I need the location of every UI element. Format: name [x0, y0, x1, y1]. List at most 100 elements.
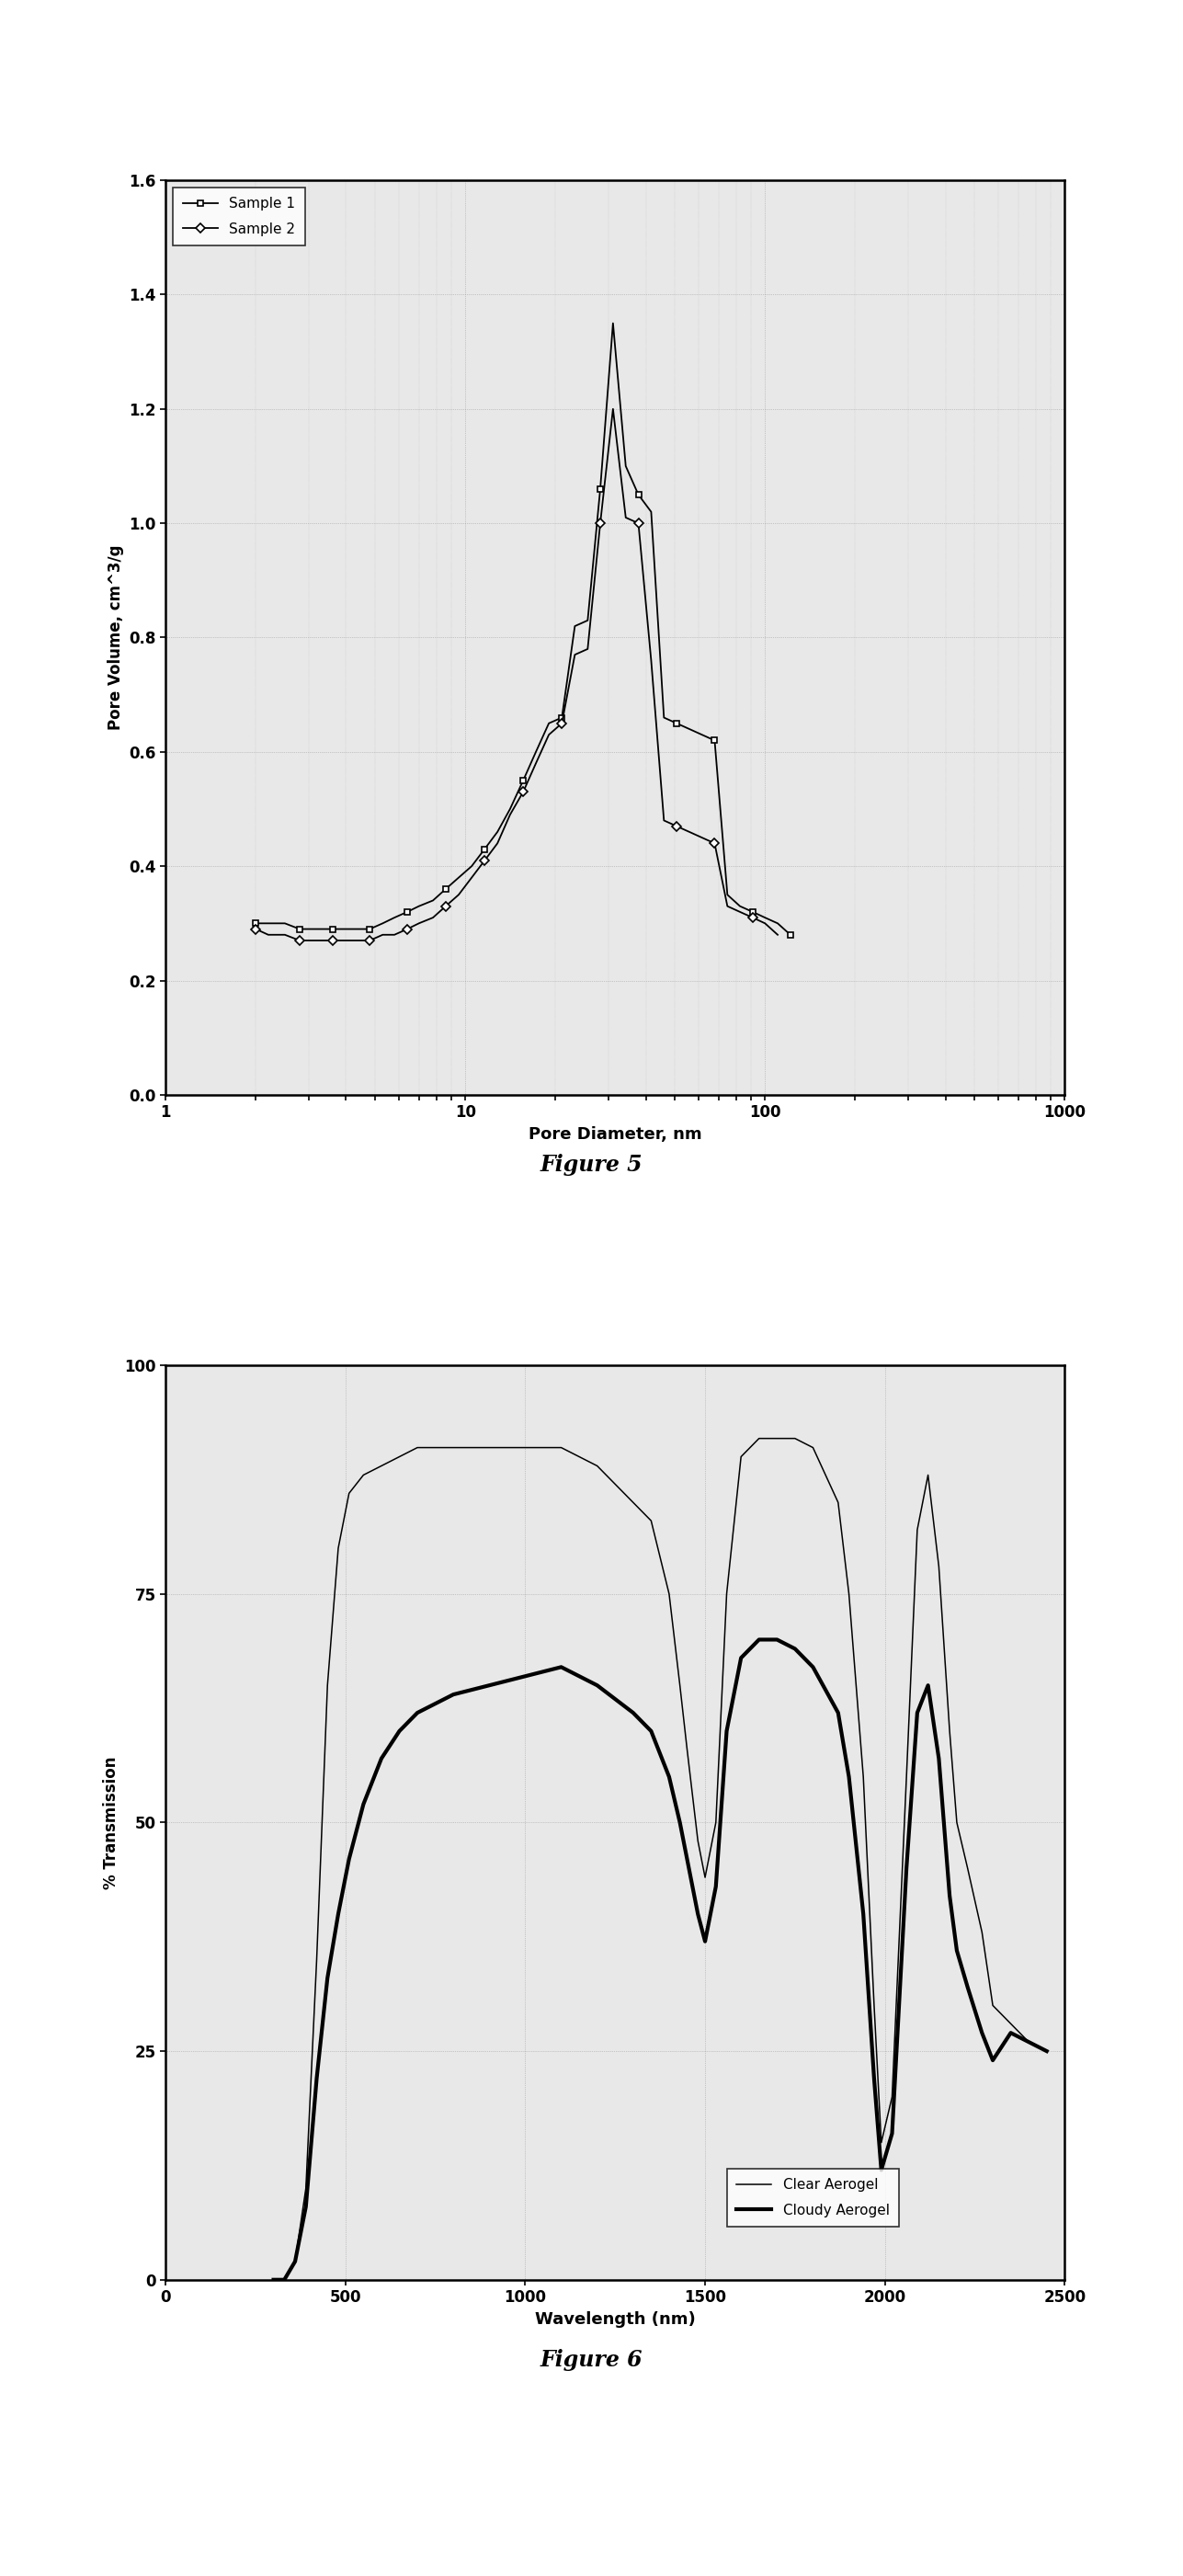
Cloudy Aerogel [518, 1662, 532, 1692]
Sample 1 [478, 835, 492, 866]
Sample 1 [568, 611, 582, 641]
Sample 1 [340, 914, 354, 945]
Cloudy Aerogel [277, 2264, 291, 2295]
Sample 2 [758, 907, 772, 938]
Clear Aerogel [483, 1432, 497, 1463]
Sample 2 [465, 863, 479, 894]
Sample 2 [733, 896, 748, 927]
Sample 1 [465, 850, 479, 881]
Sample 1 [593, 474, 607, 505]
Sample 2 [694, 822, 709, 853]
Sample 2 [568, 639, 582, 670]
Sample 1 [632, 479, 646, 510]
Sample 1 [302, 914, 316, 945]
Cloudy Aerogel [698, 1927, 712, 1958]
Clear Aerogel [842, 1579, 856, 1610]
Clear Aerogel [428, 1432, 442, 1463]
Clear Aerogel [961, 1852, 975, 1883]
Sample 2 [542, 719, 556, 750]
Sample 2 [606, 394, 620, 425]
Clear Aerogel [518, 1432, 532, 1463]
Sample 2 [278, 920, 292, 951]
Sample 1 [555, 703, 569, 734]
Sample 2 [670, 811, 684, 842]
Sample 1 [452, 863, 466, 894]
Cloudy Aerogel [709, 1870, 723, 1901]
Sample 1 [292, 914, 306, 945]
Line: Sample 1: Sample 1 [253, 319, 794, 938]
Sample 1 [503, 793, 517, 824]
Clear Aerogel [932, 1551, 946, 1582]
Sample 1 [490, 817, 504, 848]
Clear Aerogel [950, 1808, 964, 1839]
Cloudy Aerogel [310, 2063, 324, 2094]
Cloudy Aerogel [411, 1698, 425, 1728]
Sample 2 [439, 891, 453, 922]
Sample 2 [632, 507, 646, 538]
Cloudy Aerogel [856, 1899, 871, 1929]
Sample 2 [248, 914, 263, 945]
Sample 2 [770, 920, 784, 951]
Sample 2 [452, 878, 466, 909]
Sample 1 [325, 914, 340, 945]
Clear Aerogel [310, 1945, 324, 1976]
Cloudy Aerogel [830, 1698, 845, 1728]
Clear Aerogel [411, 1432, 425, 1463]
Clear Aerogel [299, 2174, 313, 2205]
Sample 2 [490, 827, 504, 858]
Line: Cloudy Aerogel: Cloudy Aerogel [273, 1641, 1047, 2280]
Cloudy Aerogel [920, 1669, 935, 1700]
Sample 2 [745, 902, 759, 933]
Clear Aerogel [943, 1716, 957, 1747]
Clear Aerogel [393, 1443, 407, 1473]
Sample 1 [363, 914, 377, 945]
Clear Aerogel [662, 1579, 677, 1610]
Cloudy Aerogel [428, 1687, 442, 1718]
Cloudy Aerogel [644, 1716, 658, 1747]
Legend: Clear Aerogel, Cloudy Aerogel: Clear Aerogel, Cloudy Aerogel [726, 2169, 899, 2228]
Clear Aerogel [733, 1443, 748, 1473]
Cloudy Aerogel [356, 1788, 370, 1819]
Cloudy Aerogel [299, 2192, 313, 2223]
Sample 2 [340, 925, 354, 956]
Clear Aerogel [554, 1432, 568, 1463]
Cloudy Aerogel [680, 1844, 694, 1875]
X-axis label: Pore Diameter, nm: Pore Diameter, nm [529, 1126, 702, 1144]
X-axis label: Wavelength (nm): Wavelength (nm) [535, 2311, 696, 2329]
Sample 2 [325, 925, 340, 956]
Clear Aerogel [885, 2081, 899, 2112]
Sample 1 [529, 737, 543, 768]
Line: Sample 2: Sample 2 [253, 407, 781, 943]
Sample 1 [619, 451, 633, 482]
Sample 1 [261, 907, 276, 938]
Sample 1 [644, 497, 658, 528]
Sample 1 [707, 724, 722, 755]
Clear Aerogel [266, 2264, 280, 2295]
Sample 1 [516, 765, 530, 796]
Sample 2 [619, 502, 633, 533]
Sample 2 [593, 507, 607, 538]
Clear Aerogel [342, 1479, 356, 1510]
Cloudy Aerogel [626, 1698, 640, 1728]
Clear Aerogel [920, 1461, 935, 1492]
Sample 1 [351, 914, 366, 945]
Cloudy Aerogel [1003, 2017, 1017, 2048]
Cloudy Aerogel [1022, 2027, 1036, 2058]
Clear Aerogel [321, 1669, 335, 1700]
Sample 1 [733, 891, 748, 922]
Sample 1 [412, 891, 426, 922]
Sample 1 [278, 907, 292, 938]
Cloudy Aerogel [910, 1698, 924, 1728]
Sample 1 [439, 873, 453, 904]
Cloudy Aerogel [770, 1625, 784, 1656]
Sample 2 [555, 708, 569, 739]
Sample 1 [542, 708, 556, 739]
Cloudy Aerogel [788, 1633, 802, 1664]
Sample 2 [292, 925, 306, 956]
Sample 1 [606, 307, 620, 337]
Sample 1 [313, 914, 328, 945]
Clear Aerogel [1022, 2027, 1036, 2058]
Sample 2 [363, 925, 377, 956]
Sample 1 [387, 902, 401, 933]
Clear Aerogel [691, 1826, 705, 1857]
